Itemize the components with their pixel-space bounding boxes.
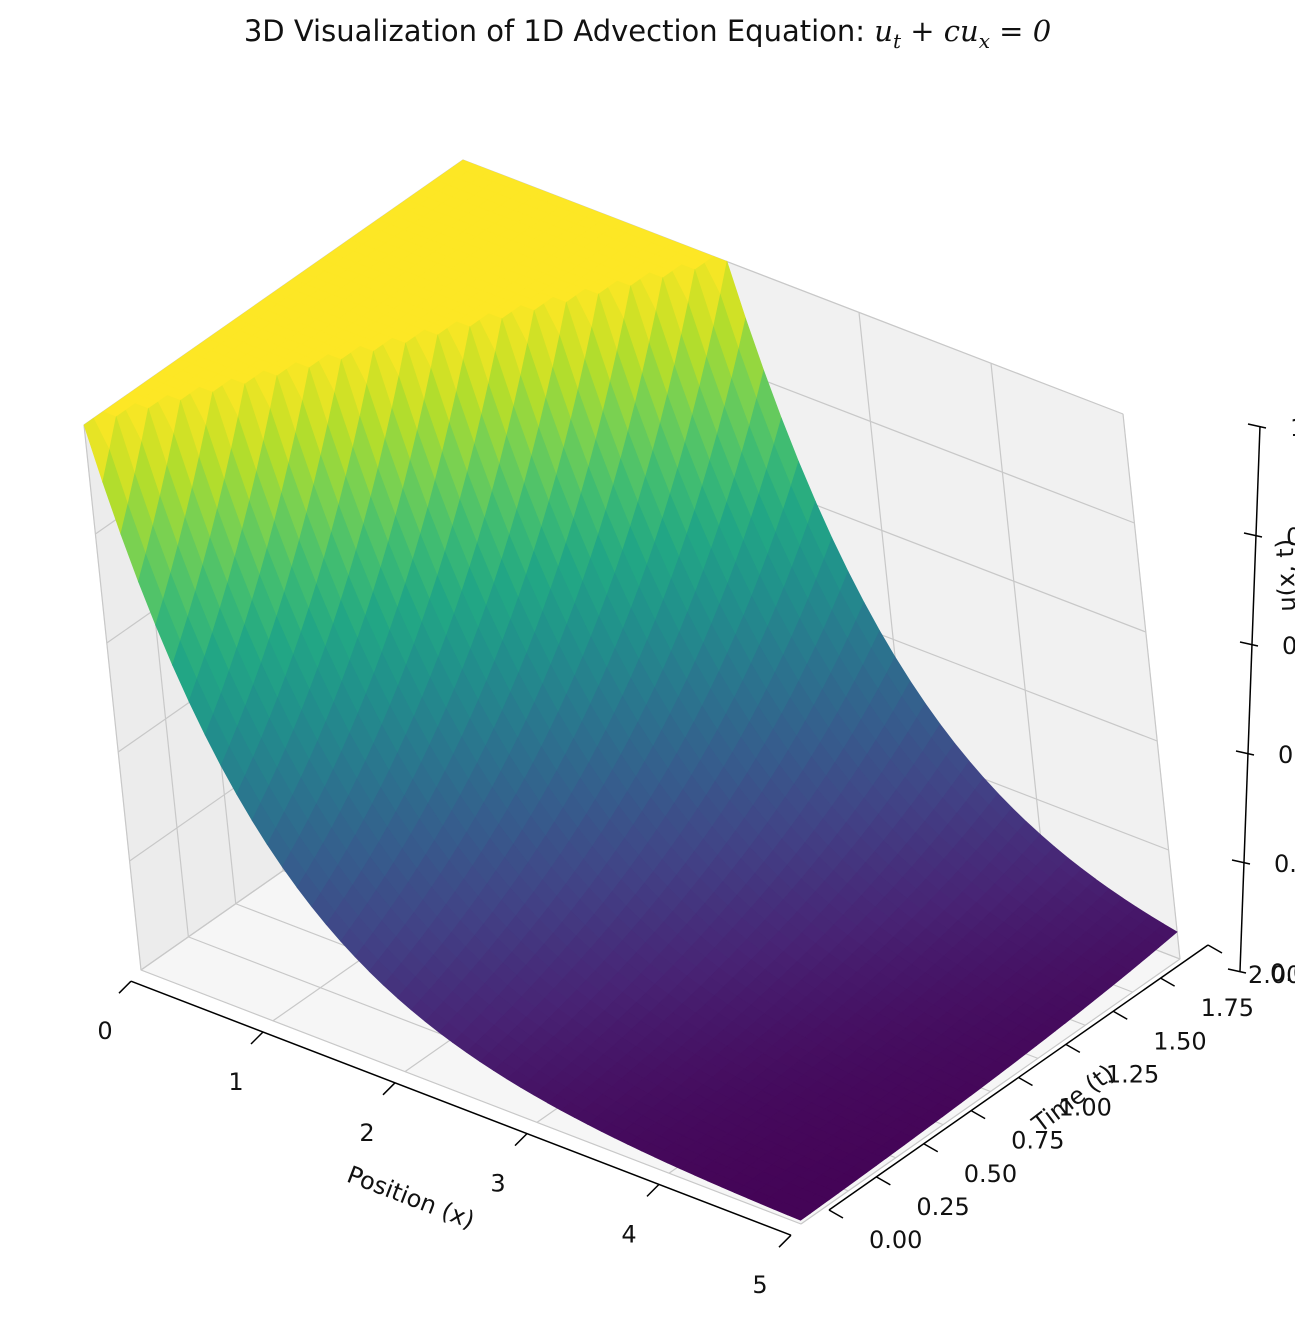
grid-line-t-floor: [140, 969, 802, 1225]
t-tick-label: 0.75: [1011, 1127, 1064, 1155]
z-tick-label: 0.2: [1274, 850, 1295, 878]
surface-patch: [786, 1207, 811, 1221]
z-tick: [1235, 750, 1255, 756]
x-tick-label: 0: [97, 1017, 112, 1045]
t-tick-label: 0.00: [869, 1226, 922, 1254]
z-axis-label: u(x, t): [1271, 538, 1295, 612]
z-tick-label: 0.4: [1278, 741, 1295, 769]
t-tick-label: 2.00: [1248, 961, 1295, 989]
z-tick: [1243, 532, 1263, 538]
t-tick: [1018, 1076, 1033, 1087]
x-tick: [382, 1082, 396, 1096]
ticks: 0 1 2 3 4 5 0.00 0.25 0.50 0.75 1.00 1.25 1.50 1.75 2.…: [97, 414, 1295, 1299]
x-tick-label: 3: [490, 1170, 505, 1198]
z-tick-label: 0.6: [1282, 632, 1295, 660]
x-tick: [250, 1031, 264, 1045]
t-tick: [828, 1209, 844, 1219]
surface: [83, 159, 1178, 1221]
chart-title-equation: ut + cux = 0: [874, 14, 1052, 53]
x-tick: [514, 1133, 528, 1147]
z-tick-label: 0.0: [1270, 959, 1295, 987]
t-tick-label: 1.75: [1201, 994, 1254, 1022]
x-tick: [118, 980, 132, 994]
x-axis-label: Position (x): [343, 1160, 478, 1234]
t-tick: [970, 1109, 986, 1120]
t-tick-label: 1.25: [1106, 1060, 1159, 1088]
z-tick: [1227, 968, 1247, 974]
x-tick-label: 1: [228, 1068, 243, 1096]
t-tick: [923, 1143, 939, 1153]
x-tick: [646, 1183, 660, 1197]
x-tick-label: 5: [752, 1271, 767, 1299]
t-tick-label: 0.25: [916, 1193, 969, 1221]
x-tick-label: 4: [621, 1220, 636, 1248]
x-tick-label: 2: [359, 1119, 374, 1147]
z-tick-label: 1.0: [1290, 414, 1295, 442]
z-tick: [1247, 423, 1267, 429]
z-tick-label: 0.8: [1286, 523, 1295, 551]
t-tick-label: 1.50: [1153, 1027, 1206, 1055]
t-tick: [1112, 1010, 1128, 1020]
grid-line-t-left: [83, 424, 142, 971]
x-tick: [778, 1234, 792, 1248]
grid-line-x-back: [1122, 413, 1181, 960]
z-tick: [1239, 641, 1259, 647]
x-axis-line: [130, 980, 792, 1236]
t-tick-label: 0.50: [964, 1160, 1017, 1188]
chart-title: 3D Visualization of 1D Advection Equatio…: [0, 14, 1295, 53]
z-tick: [1231, 859, 1251, 865]
t-tick-label: 1.00: [1059, 1094, 1112, 1122]
chart-title-text: 3D Visualization of 1D Advection Equatio…: [243, 14, 866, 48]
t-tick: [1065, 1043, 1081, 1054]
z-axis-line: [1239, 425, 1261, 972]
t-tick: [876, 1176, 891, 1186]
t-tick: [1160, 977, 1175, 987]
t-tick: [1207, 944, 1223, 954]
grid-line-x-back: [990, 363, 1049, 909]
